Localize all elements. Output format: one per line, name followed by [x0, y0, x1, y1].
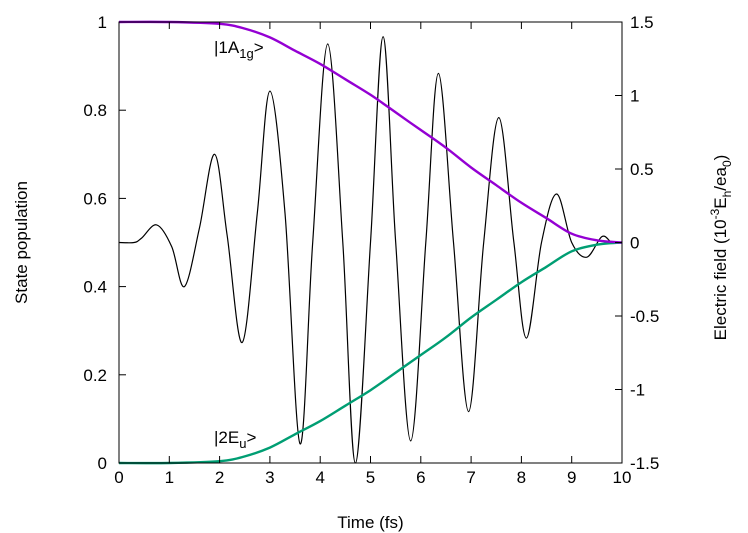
annotation-2eu: |2Eu> [214, 428, 256, 451]
annot-1a1g-sub: 1g [239, 46, 253, 61]
y-right-tick-label: 0 [630, 234, 639, 253]
annot-2eu-sub: u [239, 436, 246, 451]
y-left-tick-label: 0.8 [83, 101, 107, 120]
y-left-tick-label: 1 [98, 13, 107, 32]
tick-labels: 0 1 2 3 4 5 6 7 8 9 10 0 0.2 0.4 0.6 0.8 1 -1.5 -1 -0.5 0 0.5… [83, 13, 659, 487]
y-right-tick-label: -0.5 [630, 307, 659, 326]
annot-2eu-suffix: > [246, 428, 256, 447]
y-axis-left-title: State population [12, 181, 31, 304]
series-2eu-line [118, 241, 623, 465]
x-tick-label: 10 [613, 468, 632, 487]
y-right-tick-label: -1.5 [630, 454, 659, 473]
annot-2eu-prefix: |2E [214, 428, 239, 447]
y-right-title-part: /ea [711, 167, 730, 191]
y-right-title-sub: h [720, 191, 734, 198]
y-right-title-part: Electric field (10 [711, 219, 730, 340]
x-tick-label: 5 [366, 468, 375, 487]
y-right-title-part: ) [711, 155, 730, 161]
y-right-tick-label: 0.5 [630, 160, 654, 179]
y-left-tick-label: 0 [98, 454, 107, 473]
ticks-layer [118, 21, 623, 464]
annotation-1a1g: |1A1g> [214, 38, 264, 61]
x-tick-label: 4 [315, 468, 324, 487]
annot-1a1g-suffix: > [254, 38, 264, 57]
y-left-tick-label: 0.2 [83, 366, 107, 385]
y-axis-right-title: Electric field (10-3Eh/ea0) [708, 155, 734, 341]
series-1a1g-line [118, 20, 623, 244]
y-right-title-exp: -3 [708, 208, 722, 219]
x-tick-label: 6 [416, 468, 425, 487]
y-right-title-part: E [711, 197, 730, 208]
y-right-title-sub: 0 [720, 160, 734, 167]
x-tick-label: 3 [265, 468, 274, 487]
series-layer [118, 20, 623, 465]
x-tick-label: 8 [517, 468, 526, 487]
x-tick-label: 0 [114, 468, 123, 487]
x-tick-label: 7 [466, 468, 475, 487]
series-electric-field-line [118, 36, 623, 464]
x-axis-title: Time (fs) [337, 513, 403, 532]
x-tick-label: 9 [567, 468, 576, 487]
annot-1a1g-prefix: |1A [214, 38, 240, 57]
x-tick-label: 2 [215, 468, 224, 487]
y-right-tick-label: 1 [630, 87, 639, 106]
x-tick-label: 1 [165, 468, 174, 487]
y-left-tick-label: 0.4 [83, 278, 107, 297]
y-left-tick-label: 0.6 [83, 189, 107, 208]
y-right-tick-label: 1.5 [630, 13, 654, 32]
y-right-tick-label: -1 [630, 381, 645, 400]
